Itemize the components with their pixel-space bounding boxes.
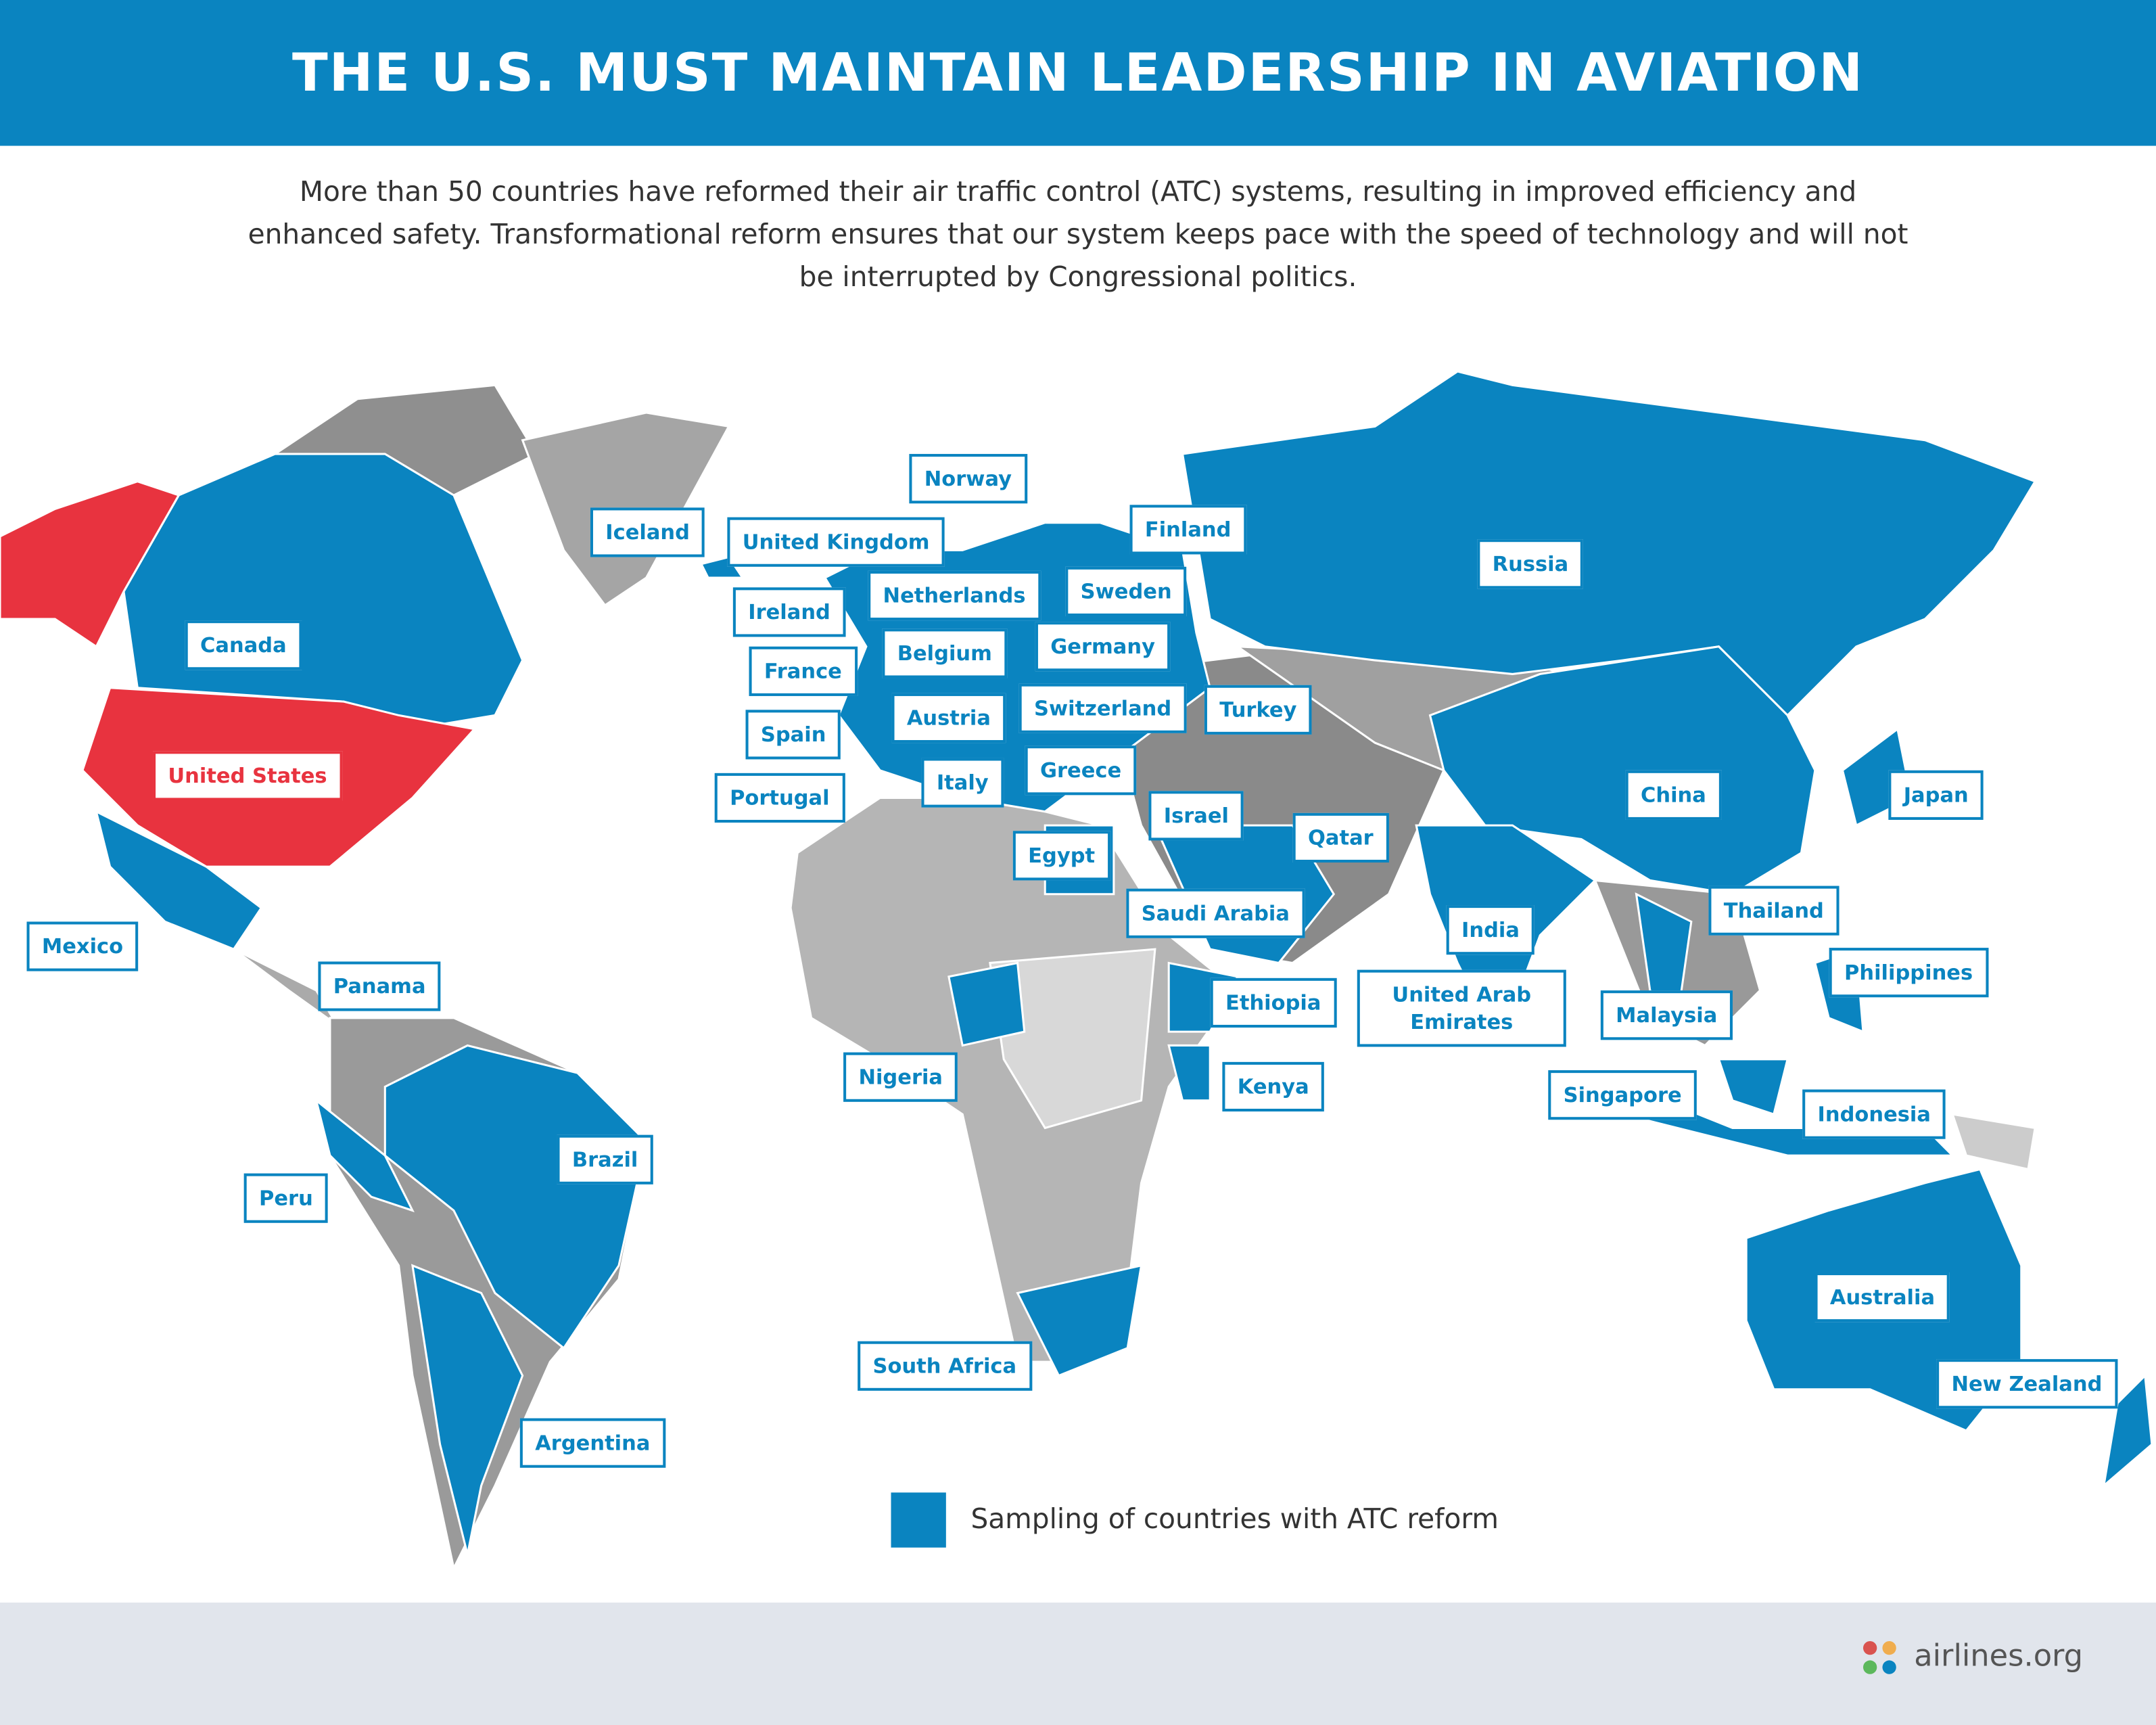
country-label: Kenya xyxy=(1222,1061,1325,1112)
legend-swatch xyxy=(891,1492,946,1548)
title: THE U.S. MUST MAINTAIN LEADERSHIP IN AVI… xyxy=(291,43,1865,104)
country-label: Austria xyxy=(891,693,1006,743)
country-label: Panama xyxy=(318,961,441,1011)
country-label: Egypt xyxy=(1012,831,1110,881)
country-label: Singapore xyxy=(1548,1070,1697,1120)
country-label: Thailand xyxy=(1708,886,1839,936)
country-label: Switzerland xyxy=(1018,683,1187,733)
country-label: Qatar xyxy=(1292,812,1389,863)
brand-text: airlines.org xyxy=(1914,1639,2084,1674)
country-label: Brazil xyxy=(557,1134,653,1184)
country-label: Saudi Arabia xyxy=(1126,888,1305,938)
country-label: Japan xyxy=(1888,770,1984,820)
country-label: Italy xyxy=(921,758,1004,808)
country-label: Norway xyxy=(909,454,1027,504)
country-label: Portugal xyxy=(714,773,845,823)
country-label: New Zealand xyxy=(1936,1359,2117,1409)
country-label: Ethiopia xyxy=(1210,978,1336,1028)
country-label: Australia xyxy=(1814,1272,1950,1322)
legend-label: Sampling of countries with ATC reform xyxy=(970,1502,1499,1536)
brand: airlines.org xyxy=(1856,1634,2083,1681)
country-label: Russia xyxy=(1477,539,1584,589)
footer xyxy=(0,1603,2156,1725)
country-label: Iceland xyxy=(590,507,705,557)
country-label: Germany xyxy=(1035,622,1171,672)
country-label: Belgium xyxy=(882,628,1008,678)
country-label: Malaysia xyxy=(1600,990,1733,1040)
country-label: Philippines xyxy=(1829,948,1988,998)
country-label: Argentina xyxy=(519,1418,665,1468)
intro: More than 50 countries have reformed the… xyxy=(248,175,1908,294)
country-label: Spain xyxy=(745,710,841,760)
country-label: France xyxy=(749,646,858,696)
country-label: Indonesia xyxy=(1802,1089,1946,1139)
country-label: South Africa xyxy=(858,1341,1032,1391)
country-label: United States xyxy=(153,751,342,801)
country-label: Nigeria xyxy=(843,1052,958,1102)
country-label: Canada xyxy=(185,620,302,670)
country-label: Mexico xyxy=(26,921,139,971)
country-label: Turkey xyxy=(1204,685,1312,735)
country-label: Sweden xyxy=(1065,566,1188,617)
country-label: Ireland xyxy=(732,587,846,637)
country-label: Netherlands xyxy=(868,570,1041,621)
country-label: United Kingdom xyxy=(727,517,945,567)
header: THE U.S. MUST MAINTAIN LEADERSHIP IN AVI… xyxy=(0,0,2156,146)
country-label: China xyxy=(1625,770,1722,820)
logo xyxy=(1862,1640,1896,1674)
country-label: India xyxy=(1446,905,1535,955)
country-label: Greece xyxy=(1025,745,1137,796)
country-label: Finland xyxy=(1129,505,1246,555)
country-label: United Arab Emirates xyxy=(1357,969,1566,1047)
country-label: Peru xyxy=(243,1173,329,1223)
country-label: Israel xyxy=(1148,791,1244,841)
